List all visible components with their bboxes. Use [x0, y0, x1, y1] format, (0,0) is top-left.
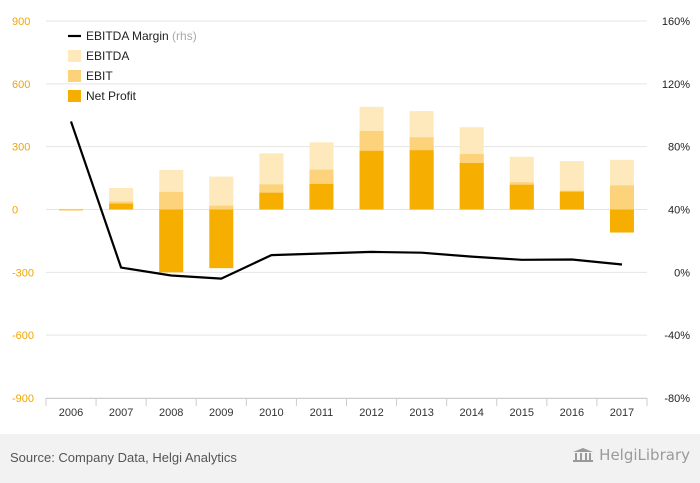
bar-net-profit — [559, 191, 584, 210]
x-tick-label: 2008 — [159, 407, 183, 419]
logo-text: HelgiLibrary — [599, 446, 690, 464]
bar-net-profit — [409, 150, 434, 210]
x-tick-label: 2017 — [610, 407, 634, 419]
right-tick-label: 120% — [662, 79, 690, 91]
right-tick-label: 0% — [674, 267, 690, 279]
x-tick-label: 2012 — [359, 407, 383, 419]
legend-swatch — [68, 70, 81, 82]
bar-ebit — [209, 205, 234, 210]
x-tick-label: 2006 — [59, 407, 83, 419]
left-tick-label: 0 — [12, 205, 18, 217]
left-tick-label: 900 — [12, 16, 30, 28]
legend-label: Net Profit — [86, 89, 137, 103]
library-building-icon — [573, 448, 594, 462]
line-ebitda-margin — [69, 121, 623, 280]
bar-ebit — [159, 191, 184, 210]
bar-ebitda — [59, 208, 84, 210]
bar-net-profit — [209, 209, 234, 269]
left-tick-label: -300 — [12, 267, 34, 279]
right-tick-label: 40% — [668, 205, 690, 217]
legend-label: EBIT — [86, 69, 113, 83]
bar-ebit — [609, 185, 634, 210]
legend-label: EBITDA Margin (rhs) — [86, 29, 197, 43]
right-tick-label: -40% — [664, 330, 690, 342]
right-tick-label: 160% — [662, 16, 690, 28]
bar-net-profit — [459, 163, 484, 210]
x-tick-label: 2013 — [409, 407, 433, 419]
bar-net-profit — [359, 150, 384, 210]
x-tick-label: 2014 — [459, 407, 483, 419]
x-tick-label: 2010 — [259, 407, 283, 419]
x-tick-label: 2016 — [560, 407, 584, 419]
legend-label: EBITDA — [86, 49, 129, 63]
legend-suffix: (rhs) — [169, 29, 197, 43]
x-tick-label: 2015 — [510, 407, 534, 419]
bar-net-profit — [59, 209, 84, 211]
x-tick-label: 2007 — [109, 407, 133, 419]
bar-ebitda — [209, 176, 234, 210]
bar-net-profit — [309, 183, 334, 210]
bar-net-profit — [259, 192, 284, 210]
chart: 900 600 300 0 -300 -600 -900 160% 120% 80% 40% 0% -4… — [12, 16, 690, 419]
legend-swatch — [68, 50, 81, 62]
left-tick-label: 600 — [12, 79, 30, 91]
left-tick-label: -600 — [12, 330, 34, 342]
bar-net-profit — [509, 184, 534, 210]
bar-net-profit — [109, 203, 134, 210]
source-note: Source: Company Data, Helgi Analytics — [10, 450, 237, 465]
bar-net-profit — [609, 209, 634, 233]
x-tick-label: 2011 — [310, 407, 334, 419]
right-tick-label: 80% — [668, 142, 690, 154]
helgi-library-logo: HelgiLibrary — [572, 446, 690, 464]
left-tick-label: -900 — [12, 393, 34, 405]
x-tick-label: 2009 — [209, 407, 233, 419]
bar-net-profit — [159, 209, 184, 273]
right-tick-label: -80% — [664, 393, 690, 405]
left-tick-label: 300 — [12, 142, 30, 154]
legend-swatch — [68, 90, 81, 102]
footer: Source: Company Data, Helgi Analytics He… — [0, 434, 700, 483]
